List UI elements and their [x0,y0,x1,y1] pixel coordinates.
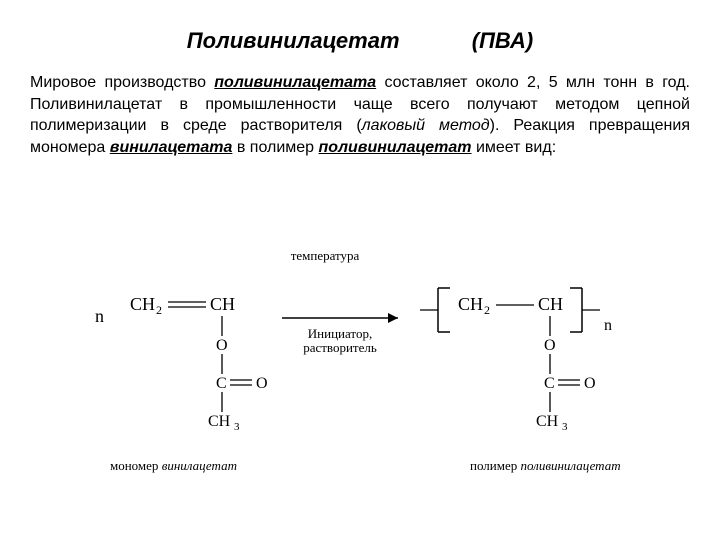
term-polyvinylacetate: поливинилацетата [214,74,376,91]
svg-text:CH: CH [538,294,563,314]
title-abbr: (ПВА) [472,28,533,53]
svg-text:2: 2 [484,303,490,317]
condition-initiator: Инициатор, [308,326,372,341]
caption-polymer: полимер поливинилацетат [470,458,621,473]
svg-text:3: 3 [234,421,240,433]
svg-text:CH: CH [536,413,559,430]
svg-text:CH: CH [130,294,155,314]
svg-text:O: O [584,375,596,392]
svg-text:2: 2 [156,303,162,317]
caption-monomer: мономер винилацетат [110,458,237,473]
svg-text:C: C [216,375,227,392]
svg-text:3: 3 [562,421,568,433]
text-frag: в полимер [232,139,318,156]
title-main: Поливинилацетат [187,28,400,53]
reaction-arrow [282,313,398,323]
svg-text:CH: CH [208,413,231,430]
condition-solvent: растворитель [303,340,377,355]
title-row: Поливинилацетат (ПВА) [0,0,720,54]
term-polyvinylacetate-2: поливинилацетат [319,139,472,156]
coeff-n-left: n [95,306,104,326]
text-frag: Мировое производство [30,74,214,91]
term-lacquer-method: лаковый метод [362,117,490,134]
text-frag: имеет вид: [472,139,557,156]
condition-temperature: температура [291,248,360,263]
svg-text:C: C [544,375,555,392]
monomer-structure: CH 2 CH O C O CH 3 [130,294,268,433]
polymer-structure: CH 2 CH n O C O CH 3 [420,288,612,433]
term-vinylacetate: винилацетата [110,139,233,156]
svg-text:O: O [256,375,268,392]
svg-text:O: O [544,337,556,354]
svg-text:O: O [216,337,228,354]
reaction-scheme: температура n CH 2 CH O C O CH 3 Инициат… [0,230,720,490]
coeff-n-right: n [604,317,612,334]
svg-text:CH: CH [458,294,483,314]
svg-text:CH: CH [210,294,235,314]
body-paragraph: Мировое производство поливинилацетата со… [0,54,720,158]
